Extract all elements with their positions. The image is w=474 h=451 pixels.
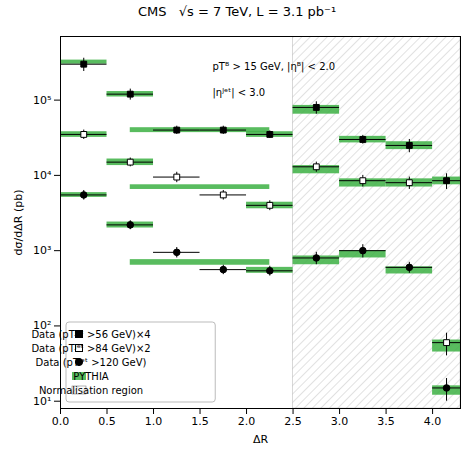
- svg-text:0.0: 0.0: [52, 415, 70, 428]
- svg-text:Normalisation region: Normalisation region: [39, 385, 143, 396]
- svg-text:dσ/dΔR (pb): dσ/dΔR (pb): [12, 190, 25, 256]
- svg-text:|ηᴶᵉᵗ| < 3.0: |ηᴶᵉᵗ| < 3.0: [213, 87, 266, 99]
- svg-text:Data (pTᴶᵉᵗ >84 GeV)×2: Data (pTᴶᵉᵗ >84 GeV)×2: [31, 343, 150, 354]
- svg-text:3.0: 3.0: [331, 415, 349, 428]
- svg-text:2.5: 2.5: [284, 415, 302, 428]
- svg-text:PYTHIA: PYTHIA: [73, 371, 108, 382]
- svg-text:1.5: 1.5: [191, 415, 209, 428]
- svg-text:ΔR: ΔR: [253, 433, 269, 446]
- svg-text:10⁴: 10⁴: [33, 169, 52, 182]
- svg-text:10⁵: 10⁵: [33, 94, 51, 107]
- svg-text:10¹: 10¹: [33, 395, 51, 408]
- svg-text:1.0: 1.0: [145, 415, 163, 428]
- svg-text:3.5: 3.5: [377, 415, 395, 428]
- svg-text:Data (pTᴶᵉᵗ >56 GeV)×4: Data (pTᴶᵉᵗ >56 GeV)×4: [31, 329, 150, 340]
- html-text:CMS √s = 7 TeV, L = 3.1 pb⁻¹: CMS √s = 7 TeV, L = 3.1 pb⁻¹: [137, 4, 337, 19]
- svg-text:pTᴮ > 15 GeV, |ηᴮ| < 2.0: pTᴮ > 15 GeV, |ηᴮ| < 2.0: [213, 61, 336, 73]
- svg-text:10³: 10³: [33, 244, 51, 257]
- svg-text:10²: 10²: [33, 319, 52, 333]
- svg-text:Data (pTᴶᵉᵗ >120 GeV): Data (pTᴶᵉᵗ >120 GeV): [36, 357, 147, 368]
- svg-text:2.0: 2.0: [238, 415, 256, 428]
- svg-text:0.5: 0.5: [98, 415, 116, 428]
- svg-text:4.0: 4.0: [424, 415, 442, 428]
